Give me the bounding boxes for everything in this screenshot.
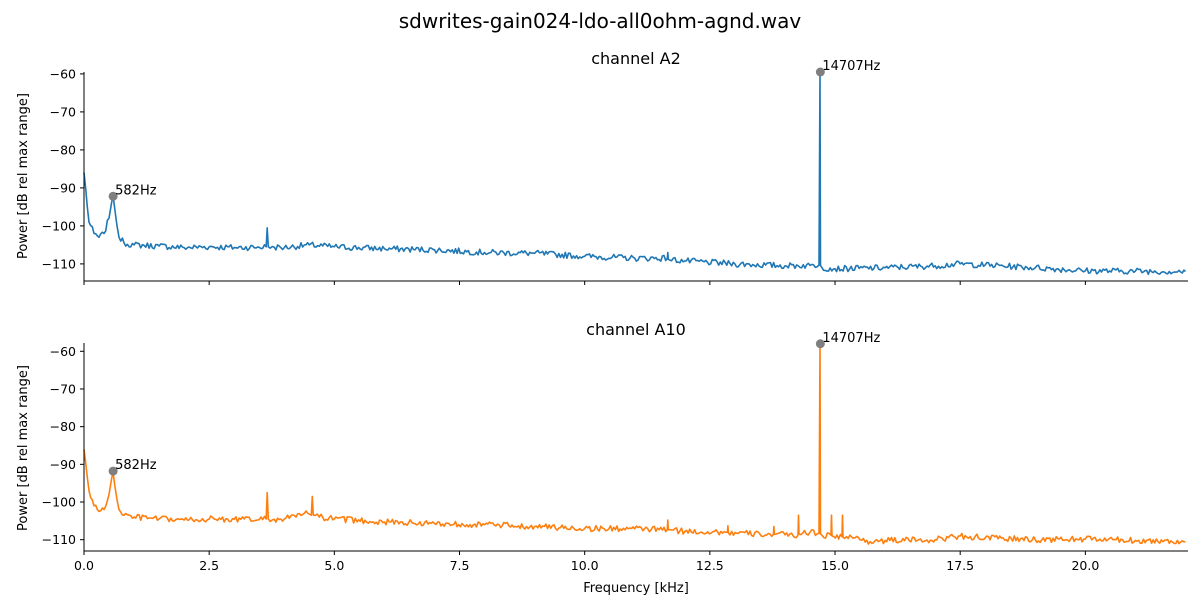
y-axis-label-a10: Power [dB rel max range] — [16, 365, 31, 531]
peak-marker-a2-0 — [108, 191, 118, 201]
panel-title-a10: channel A10 — [586, 320, 686, 339]
y-tick-label-a2: −80 — [50, 142, 76, 157]
marker-layer-a10: 582Hz 14707Hz — [108, 331, 880, 476]
figure-title: sdwrites-gain024-ldo-all0ohm-agnd.wav — [399, 9, 802, 33]
series-layer-a10 — [83, 342, 1186, 545]
x-ticks-a2 — [83, 281, 1086, 285]
x-tick-label-a10: 7.5 — [450, 558, 470, 573]
y-tick-label-a2: −110 — [42, 256, 76, 271]
chart-panel-a10: channel A10 Power [dB rel max range] 582… — [16, 320, 1188, 596]
y-tick-label-a10: −100 — [42, 495, 76, 510]
x-tick-label-a10: 0.0 — [74, 558, 94, 573]
y-tick-label-a2: −100 — [42, 218, 76, 233]
peak-label-a10-0: 582Hz — [115, 458, 157, 473]
x-tick-label-a10: 20.0 — [1071, 558, 1099, 573]
series-line-a10 — [83, 342, 1186, 545]
marker-layer-a2: 582Hz 14707Hz — [108, 59, 880, 201]
y-tick-label-a10: −90 — [50, 457, 76, 472]
y-tick-label-a10: −80 — [50, 419, 76, 434]
y-ticks-a10: −110 −100 −90 −80 −70 −60 — [42, 344, 84, 547]
x-tick-label-a10: 10.0 — [571, 558, 599, 573]
panel-title-a2: channel A2 — [591, 49, 681, 68]
series-line-a2 — [83, 71, 1187, 276]
chart-panel-a2: channel A2 Power [dB rel max range] 582H… — [16, 49, 1188, 285]
x-tick-label-a10: 15.0 — [821, 558, 849, 573]
y-axis-label-a2: Power [dB rel max range] — [16, 93, 31, 259]
peak-marker-a2-1 — [815, 67, 825, 77]
x-axis-label: Frequency [kHz] — [583, 581, 689, 596]
peak-marker-a10-0 — [108, 466, 118, 476]
x-tick-label-a10: 5.0 — [324, 558, 344, 573]
y-tick-label-a2: −70 — [50, 104, 76, 119]
x-tick-label-a10: 2.5 — [199, 558, 219, 573]
y-tick-label-a2: −60 — [50, 66, 76, 81]
y-tick-label-a2: −90 — [50, 180, 76, 195]
y-tick-label-a10: −70 — [50, 381, 76, 396]
y-tick-label-a10: −110 — [42, 532, 76, 547]
y-ticks-a2: −110 −100 −90 −80 −70 −60 — [42, 66, 84, 271]
x-ticks-a10: 0.0 2.5 5.0 7.5 10.0 12.5 15.0 17.5 20.0 — [74, 551, 1099, 573]
y-tick-label-a10: −60 — [50, 344, 76, 359]
peak-marker-a10-1 — [815, 339, 825, 349]
peak-label-a10-1: 14707Hz — [822, 331, 880, 346]
peak-label-a2-0: 582Hz — [115, 183, 157, 198]
x-tick-label-a10: 17.5 — [946, 558, 974, 573]
series-layer-a2 — [83, 71, 1187, 276]
peak-label-a2-1: 14707Hz — [822, 59, 880, 74]
x-tick-label-a10: 12.5 — [696, 558, 724, 573]
